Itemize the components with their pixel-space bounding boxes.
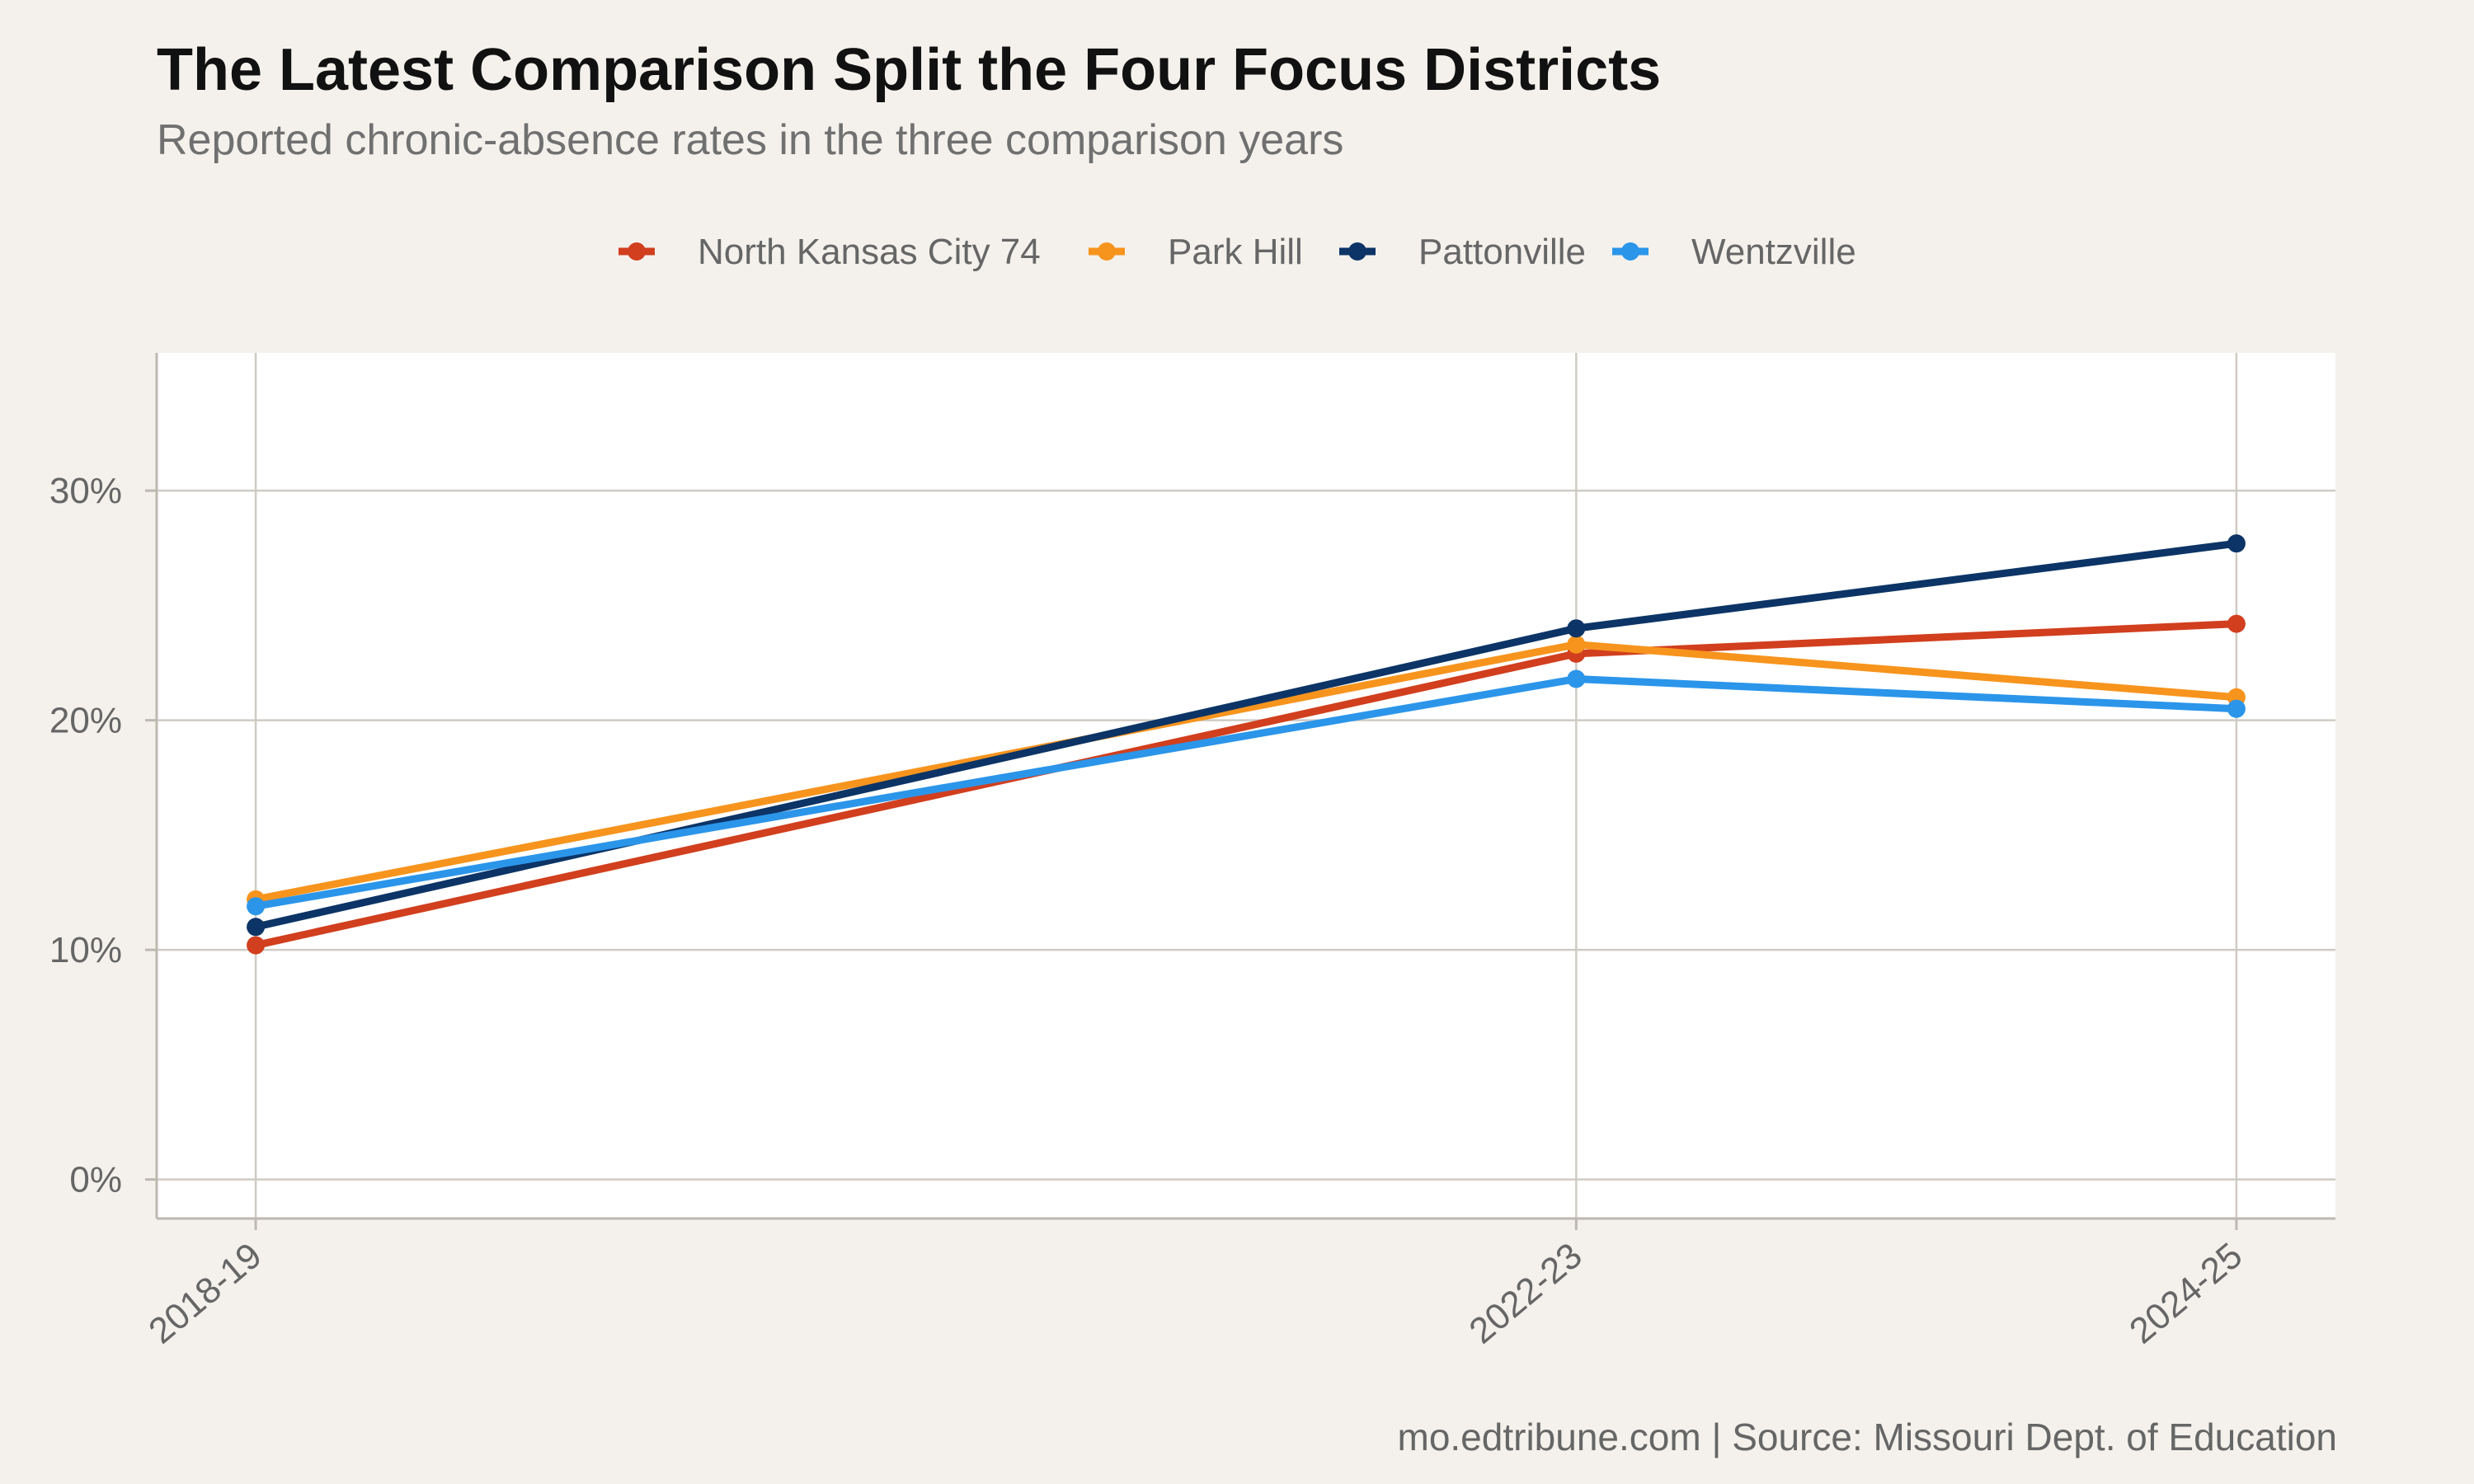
- axes: [145, 353, 2335, 1230]
- data-point: [1567, 669, 1586, 688]
- legend-swatch-point: [1098, 242, 1116, 261]
- chart-caption: mo.edtribune.com | Source: Missouri Dept…: [1397, 1416, 2338, 1458]
- chart-subtitle: Reported chronic-absence rates in the th…: [157, 116, 1344, 164]
- data-point: [1567, 619, 1586, 638]
- data-point: [2227, 614, 2246, 633]
- legend-label: Pattonville: [1418, 232, 1586, 272]
- legend-swatch-point: [1348, 242, 1366, 261]
- x-tick-label: 2024-25: [2122, 1235, 2250, 1351]
- data-point: [247, 897, 266, 916]
- data-point: [247, 918, 266, 937]
- y-tick-label: 20%: [49, 701, 122, 741]
- series-layer: [247, 534, 2246, 955]
- legend-label: North Kansas City 74: [698, 232, 1041, 272]
- x-tick-label: 2022-23: [1462, 1235, 1590, 1351]
- series-wentzville: [247, 669, 2246, 916]
- legend: North Kansas City 74 Park Hill Pattonville…: [618, 232, 1856, 272]
- legend-swatch-point: [1621, 242, 1639, 261]
- data-point: [1567, 635, 1586, 654]
- y-tick-label: 0%: [69, 1160, 122, 1200]
- legend-label: Park Hill: [1168, 232, 1303, 272]
- legend-label: Wentzville: [1691, 232, 1856, 272]
- legend-swatch-point: [628, 242, 646, 261]
- legend-item: Park Hill: [1089, 232, 1303, 272]
- legend-item: Pattonville: [1339, 232, 1586, 272]
- data-point: [247, 936, 266, 955]
- legend-item: Wentzville: [1612, 232, 1856, 272]
- legend-item: North Kansas City 74: [618, 232, 1041, 272]
- data-point: [2227, 699, 2246, 718]
- y-tick-label: 10%: [49, 930, 122, 970]
- gridlines: [157, 353, 2335, 1219]
- y-tick-label: 30%: [49, 471, 122, 511]
- chart-title: The Latest Comparison Split the Four Foc…: [157, 37, 1662, 103]
- x-tick-label: 2018-19: [141, 1235, 269, 1351]
- plot-panel: [157, 353, 2335, 1219]
- data-point: [2227, 534, 2246, 553]
